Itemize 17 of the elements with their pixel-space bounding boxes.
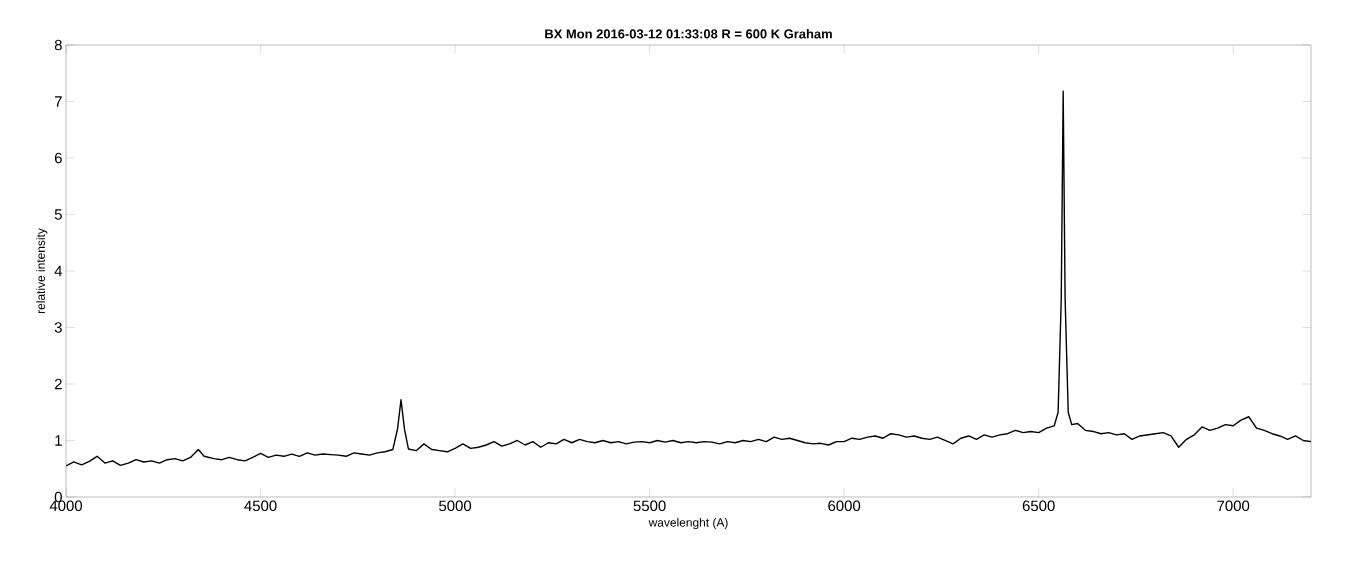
y-axis-title: relative intensity bbox=[36, 228, 48, 314]
y-tick-label: 2 bbox=[54, 378, 62, 390]
x-axis-title: wavelenght (A) bbox=[648, 517, 728, 530]
y-tick-label: 6 bbox=[54, 152, 62, 164]
x-tick-label: 6500 bbox=[1022, 500, 1055, 512]
x-tick-label: 7000 bbox=[1217, 500, 1250, 512]
y-tick-label: 8 bbox=[54, 39, 62, 51]
x-tick-label: 5500 bbox=[633, 500, 666, 512]
y-tick-label: 7 bbox=[54, 96, 62, 107]
chart-title: BX Mon 2016-03-12 01:33:08 R = 600 K Graham bbox=[545, 28, 832, 39]
x-tick-label: 6000 bbox=[828, 500, 861, 512]
y-tick-label: 1 bbox=[55, 435, 62, 446]
y-tick-label: 3 bbox=[54, 322, 62, 333]
y-tick-label: 4 bbox=[54, 265, 63, 277]
x-tick-label: 5000 bbox=[439, 500, 472, 512]
y-tick-label: 5 bbox=[54, 209, 62, 220]
x-tick-label: 4500 bbox=[244, 500, 277, 512]
